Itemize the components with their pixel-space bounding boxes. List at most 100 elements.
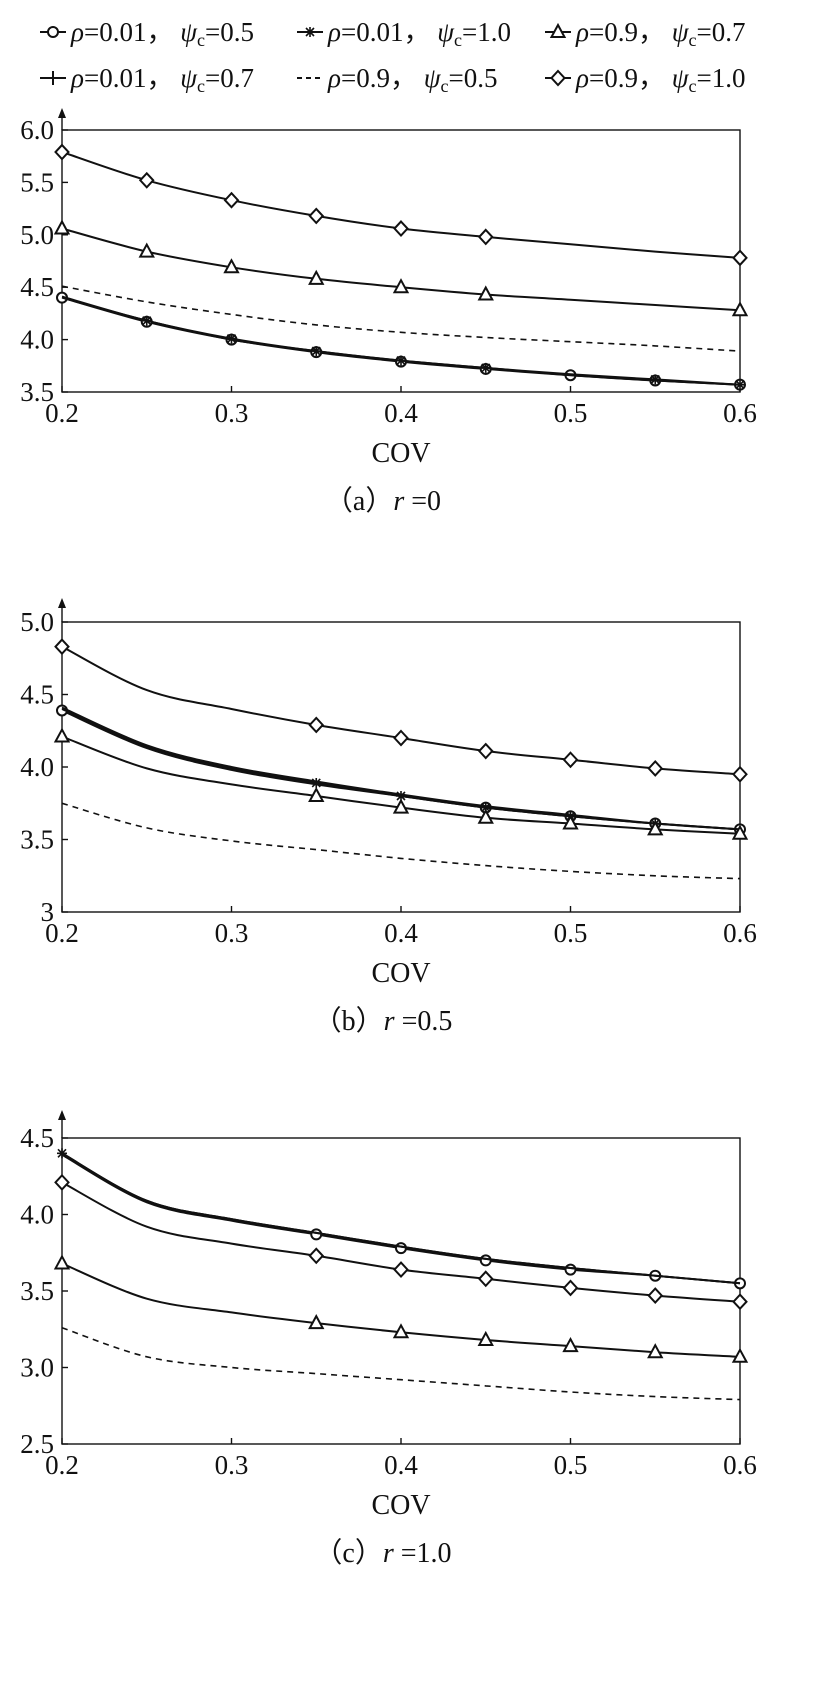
data-point-marker	[226, 333, 237, 344]
series-s2	[61, 295, 745, 390]
x-tick-label: 0.4	[384, 1450, 418, 1480]
data-point-marker	[562, 1279, 579, 1297]
data-point-marker	[54, 143, 70, 161]
legend: ρ=0.01， ψc=0.5 ρ=0.01， ψc=1.0 ρ=0.9， ψc=0.…	[40, 17, 745, 96]
data-point-marker	[138, 171, 155, 189]
data-point-marker	[732, 1293, 748, 1311]
x-tick-label: 0.2	[45, 398, 79, 428]
data-point-marker	[393, 220, 409, 237]
legend-item-s3: ρ=0.9， ψc=0.7	[545, 17, 745, 50]
x-tick-label: 0.6	[723, 398, 757, 428]
data-point-marker	[550, 69, 566, 87]
data-point-marker	[305, 27, 315, 37]
data-point-marker	[480, 802, 491, 813]
data-point-marker	[647, 759, 664, 777]
y-tick-label: 3.5	[20, 377, 54, 407]
x-tick-label: 0.5	[554, 1450, 588, 1480]
series-s2	[57, 1148, 741, 1285]
panel-caption: （a）r =0	[325, 485, 441, 517]
y-tick-label: 2.5	[20, 1429, 54, 1459]
legend-label: ρ=0.01， ψc=0.5	[70, 17, 254, 50]
legend-label: ρ=0.9， ψc=0.7	[575, 17, 745, 50]
legend-item-s4: ρ=0.01， ψc=0.7	[40, 63, 254, 96]
data-point-marker	[223, 258, 240, 274]
data-point-marker	[392, 278, 410, 294]
series-s6	[54, 143, 748, 267]
series-s1	[56, 704, 746, 836]
data-point-marker	[564, 1263, 577, 1276]
plot-frame	[61, 129, 741, 393]
y-tick-label: 4.0	[20, 752, 54, 782]
series-line	[61, 227, 741, 312]
data-point-marker	[477, 1270, 494, 1288]
data-point-marker	[647, 820, 664, 836]
legend-label: ρ=0.9， ψc=1.0	[575, 63, 745, 96]
data-point-marker	[308, 269, 325, 285]
series-line	[61, 295, 741, 386]
y-tick-label: 5.5	[20, 167, 54, 197]
series-s5	[61, 285, 741, 352]
data-point-marker	[562, 751, 579, 769]
data-point-marker	[138, 242, 155, 258]
x-tick-label: 0.5	[554, 918, 588, 948]
plot-frame	[61, 1137, 741, 1445]
data-point-marker	[395, 1242, 407, 1255]
series-line	[61, 645, 741, 776]
panel-b: 3 3.5 4.0 4.5 5.0 0.2 0.3 0.4 0.5 0.6 COV （b）r =0.5	[20, 598, 757, 1037]
x-axis-title: COV	[371, 438, 430, 469]
data-point-marker	[479, 1254, 492, 1267]
series-s3	[53, 727, 749, 840]
series-line	[61, 1181, 741, 1303]
data-point-marker	[650, 374, 661, 385]
data-point-marker	[647, 1343, 664, 1359]
legend-item-s1: ρ=0.01， ψc=0.5	[40, 17, 254, 50]
panel-a: 3.5 4.0 4.5 5.0 5.5 6.0 0.2 0.3 0.4 0.5 0.6 COV （a）r…	[20, 108, 757, 517]
legend-label: ρ=0.01， ψc=1.0	[327, 17, 511, 50]
y-tick-label: 4.0	[20, 325, 54, 355]
legend-label: ρ=0.01， ψc=0.7	[70, 63, 254, 96]
series-s5	[61, 802, 741, 880]
series-s6	[54, 638, 748, 783]
series-line	[61, 1326, 741, 1401]
series-line	[61, 706, 741, 831]
data-point-marker	[308, 716, 325, 734]
series-line	[61, 296, 741, 386]
y-axis-arrow	[58, 1110, 66, 1120]
data-point-marker	[477, 228, 494, 246]
data-point-marker	[392, 1323, 410, 1339]
series-s3	[53, 219, 749, 317]
data-point-marker	[731, 301, 749, 317]
data-point-marker	[54, 638, 70, 656]
y-tick-label: 3.5	[20, 825, 54, 855]
data-point-marker	[308, 786, 325, 802]
series-s1	[56, 291, 746, 391]
panel-caption: （b）r =0.5	[314, 1005, 453, 1037]
data-point-marker	[392, 798, 410, 814]
data-point-marker	[53, 219, 71, 235]
series-s4	[61, 1152, 741, 1285]
data-point-marker	[732, 765, 748, 783]
data-point-marker	[562, 1336, 579, 1353]
x-tick-label: 0.2	[45, 918, 79, 948]
legend-label: ρ=0.9， ψc=0.5	[327, 63, 497, 96]
data-point-marker	[731, 824, 749, 840]
series-s4	[61, 296, 741, 386]
data-point-marker	[477, 1330, 494, 1346]
data-point-marker	[393, 729, 409, 747]
x-axis-title: COV	[371, 958, 430, 989]
x-tick-label: 0.6	[723, 918, 757, 948]
legend-item-s5: ρ=0.9， ψc=0.5	[297, 63, 497, 96]
data-point-marker	[396, 791, 406, 801]
data-point-marker	[223, 191, 240, 209]
x-tick-label: 0.2	[45, 1450, 79, 1480]
y-tick-label: 4.5	[20, 272, 54, 302]
data-point-marker	[393, 1261, 409, 1279]
data-point-marker	[46, 71, 60, 85]
x-tick-label: 0.3	[215, 918, 249, 948]
series-s4	[61, 706, 741, 831]
data-point-marker	[308, 1314, 325, 1330]
data-point-marker	[477, 742, 494, 760]
y-tick-label: 3.0	[20, 1353, 54, 1383]
y-tick-label: 4.5	[20, 680, 54, 710]
series-line	[61, 151, 741, 259]
